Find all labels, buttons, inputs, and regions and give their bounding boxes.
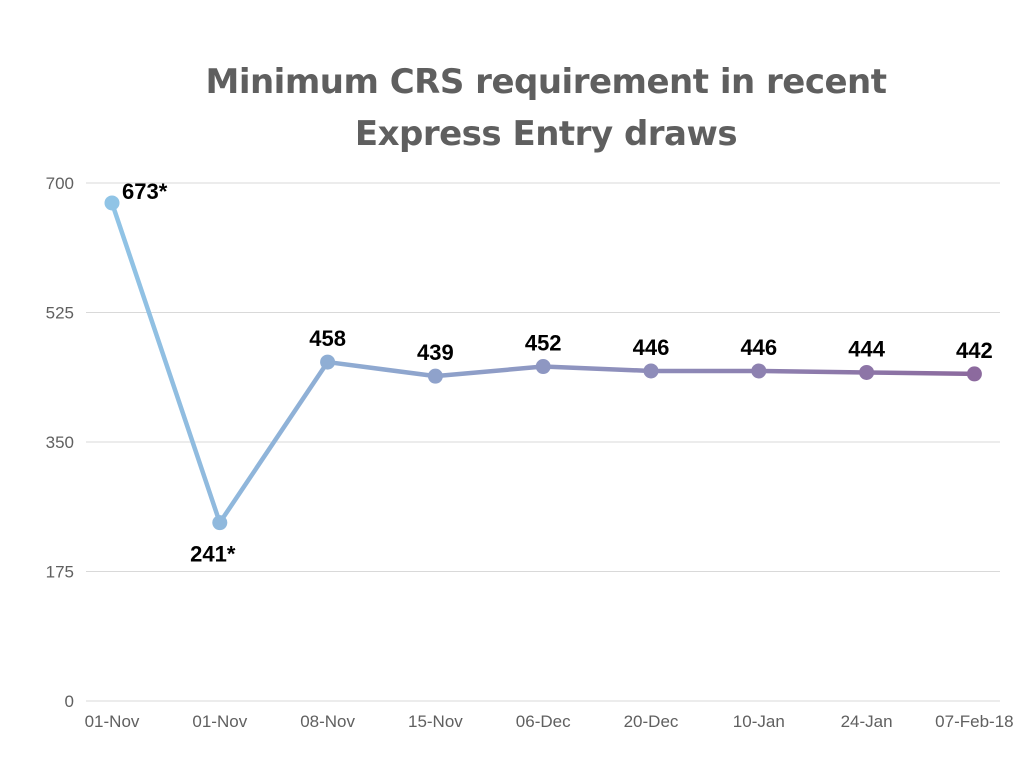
data-point xyxy=(859,364,875,380)
data-point xyxy=(212,515,228,531)
data-point xyxy=(966,366,982,382)
data-point xyxy=(104,195,120,211)
data-point xyxy=(320,354,336,370)
data-label: 446 xyxy=(740,335,777,360)
x-tick-label: 20-Dec xyxy=(624,712,679,731)
x-tick-label: 07-Feb-18 xyxy=(935,712,1013,731)
y-tick-label: 175 xyxy=(46,563,74,582)
data-label: 444 xyxy=(848,336,885,361)
data-point xyxy=(751,363,767,379)
data-label: 452 xyxy=(525,331,562,356)
x-tick-label: 08-Nov xyxy=(300,712,355,731)
x-tick-label: 06-Dec xyxy=(516,712,571,731)
data-label: 458 xyxy=(309,326,346,351)
x-tick-label: 24-Jan xyxy=(841,712,893,731)
data-label: 442 xyxy=(956,338,993,363)
data-point xyxy=(427,368,443,384)
y-tick-label: 0 xyxy=(65,692,74,711)
series-points xyxy=(104,195,982,531)
x-tick-label: 01-Nov xyxy=(85,712,140,731)
data-labels: 673* 241* 458 439 452 446 446 444 442 xyxy=(122,179,993,567)
x-axis-ticks: 01-Nov 01-Nov 08-Nov 15-Nov 06-Dec 20-Dec 10-J… xyxy=(85,712,1014,731)
y-tick-label: 700 xyxy=(46,174,74,193)
data-label: 241* xyxy=(190,542,236,567)
data-point xyxy=(535,359,551,375)
y-tick-label: 350 xyxy=(46,433,74,452)
data-label: 446 xyxy=(633,335,670,360)
chart-title: Minimum CRS requirement in recent Expres… xyxy=(205,62,887,154)
data-point xyxy=(643,363,659,379)
x-tick-label: 10-Jan xyxy=(733,712,785,731)
x-tick-label: 15-Nov xyxy=(408,712,463,731)
x-tick-label: 01-Nov xyxy=(192,712,247,731)
data-label: 673* xyxy=(122,179,168,204)
gridlines xyxy=(86,182,1000,702)
y-axis-ticks: 0 175 350 525 700 xyxy=(46,174,74,711)
data-label: 439 xyxy=(417,340,454,365)
y-tick-label: 525 xyxy=(46,304,74,323)
